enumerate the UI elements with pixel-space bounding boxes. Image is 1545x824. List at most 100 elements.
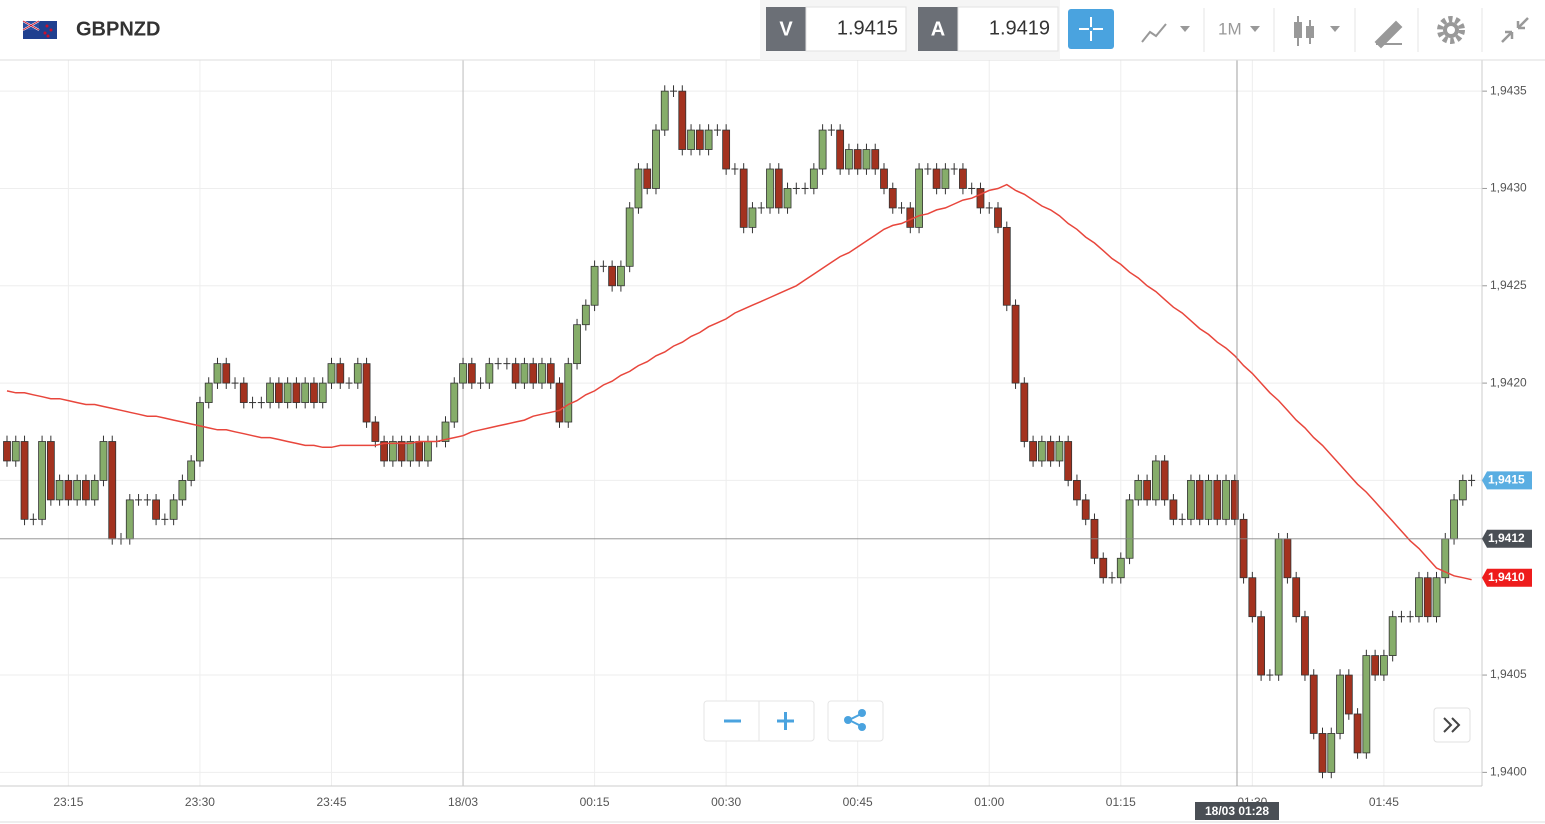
candle-body bbox=[336, 363, 345, 384]
y-tick-label: 1,9435 bbox=[1490, 83, 1527, 97]
candle-body bbox=[266, 382, 275, 403]
ask-label: A bbox=[931, 18, 945, 40]
candle-body bbox=[310, 382, 318, 403]
candle-body bbox=[590, 265, 599, 306]
ask-price: 1.9419 bbox=[989, 17, 1050, 39]
settings-button[interactable] bbox=[1437, 16, 1465, 44]
candle-body bbox=[82, 480, 90, 501]
candle-body bbox=[1073, 480, 1081, 501]
candle-body bbox=[1046, 441, 1055, 462]
bid-label: V bbox=[779, 18, 793, 40]
candle-body bbox=[1432, 577, 1441, 618]
candle-body bbox=[362, 363, 371, 423]
chart-type-button[interactable] bbox=[1141, 23, 1190, 43]
candle-body bbox=[424, 441, 432, 462]
candle-button[interactable] bbox=[1294, 16, 1340, 46]
ask-button[interactable] bbox=[918, 7, 958, 51]
candle-body bbox=[1415, 577, 1423, 618]
price-tag-box bbox=[1482, 568, 1532, 587]
candle-body bbox=[599, 265, 607, 267]
x-tick-label: 00:15 bbox=[580, 795, 610, 809]
candle-body bbox=[1450, 499, 1458, 540]
ask-box bbox=[957, 6, 1059, 52]
candle-body bbox=[573, 324, 581, 365]
candle-body bbox=[1397, 616, 1405, 618]
x-tick-label: 23:30 bbox=[185, 795, 215, 809]
draw-button[interactable] bbox=[1374, 20, 1403, 49]
candle-body bbox=[924, 168, 932, 170]
candle-body bbox=[125, 499, 134, 540]
candle-body bbox=[1125, 499, 1134, 559]
candle-body bbox=[670, 90, 678, 92]
candle-body bbox=[1301, 616, 1309, 676]
candle-body bbox=[1081, 499, 1090, 520]
candle-body bbox=[1239, 518, 1248, 579]
moving-average-line bbox=[6, 183, 1472, 581]
candle-body bbox=[406, 441, 415, 462]
candle-body bbox=[809, 168, 818, 189]
candle-body bbox=[722, 129, 731, 170]
x-tick-label: 01:15 bbox=[1106, 795, 1136, 809]
candle-body bbox=[862, 149, 871, 170]
candle-body bbox=[704, 129, 713, 150]
price-tag-label: 1,9410 bbox=[1488, 570, 1525, 584]
candle-body bbox=[55, 480, 64, 501]
candle-body bbox=[529, 363, 538, 384]
crosshair-button[interactable] bbox=[1068, 9, 1114, 49]
candle-body bbox=[222, 363, 231, 384]
candle-body bbox=[90, 480, 99, 501]
bid-button[interactable] bbox=[766, 7, 806, 51]
candle-body bbox=[467, 363, 476, 384]
candle-body bbox=[1344, 674, 1353, 715]
candle-body bbox=[1143, 480, 1151, 501]
candle-body bbox=[511, 363, 520, 384]
candle-body bbox=[731, 168, 739, 170]
candle-body bbox=[932, 168, 941, 189]
zoom-in[interactable] bbox=[777, 712, 794, 730]
candle-body bbox=[660, 90, 669, 131]
x-tick-label: 00:45 bbox=[843, 795, 873, 809]
candle-body bbox=[1274, 538, 1283, 676]
candle-body bbox=[353, 363, 362, 384]
share-button[interactable] bbox=[827, 700, 884, 742]
candle-body bbox=[1266, 674, 1274, 676]
candle-body bbox=[450, 382, 459, 423]
candle-body bbox=[494, 363, 502, 365]
candle-body bbox=[643, 168, 652, 189]
candle-body bbox=[196, 402, 204, 462]
candle-body bbox=[1230, 480, 1239, 520]
candle-body bbox=[546, 363, 555, 384]
candle-body bbox=[441, 421, 450, 442]
candle-body bbox=[1327, 733, 1336, 773]
candle-body bbox=[503, 363, 511, 365]
candle-body bbox=[968, 187, 976, 189]
candle-body bbox=[257, 402, 265, 404]
scroll-right-button[interactable] bbox=[1433, 707, 1471, 743]
candle-body bbox=[581, 304, 590, 326]
candle-body bbox=[766, 168, 774, 209]
crosshair-tag-box bbox=[1482, 529, 1532, 548]
candle-body bbox=[792, 187, 800, 189]
candle-body bbox=[1213, 480, 1222, 520]
x-tick-label: 18/03 bbox=[448, 795, 478, 809]
y-tick-label: 1,9400 bbox=[1490, 765, 1527, 779]
candle-body bbox=[739, 168, 748, 228]
candle-body bbox=[1011, 304, 1020, 384]
x-tick-label: 01:45 bbox=[1369, 795, 1399, 809]
collapse-button[interactable] bbox=[1501, 17, 1529, 43]
candle-body bbox=[713, 129, 721, 131]
candle-body bbox=[871, 149, 880, 170]
candle-body bbox=[46, 441, 55, 501]
candle-body bbox=[959, 168, 967, 189]
candle-body bbox=[783, 188, 792, 209]
timeframe[interactable]: 1M bbox=[1218, 19, 1242, 38]
candle-body bbox=[345, 382, 353, 384]
x-tick-label: 23:15 bbox=[53, 795, 83, 809]
candle-body bbox=[1362, 655, 1371, 754]
candle-body bbox=[950, 168, 958, 170]
candle-body bbox=[625, 207, 634, 267]
candle-body bbox=[1388, 616, 1397, 656]
candle-body bbox=[1116, 557, 1125, 579]
y-tick-label: 1,9405 bbox=[1490, 667, 1527, 681]
